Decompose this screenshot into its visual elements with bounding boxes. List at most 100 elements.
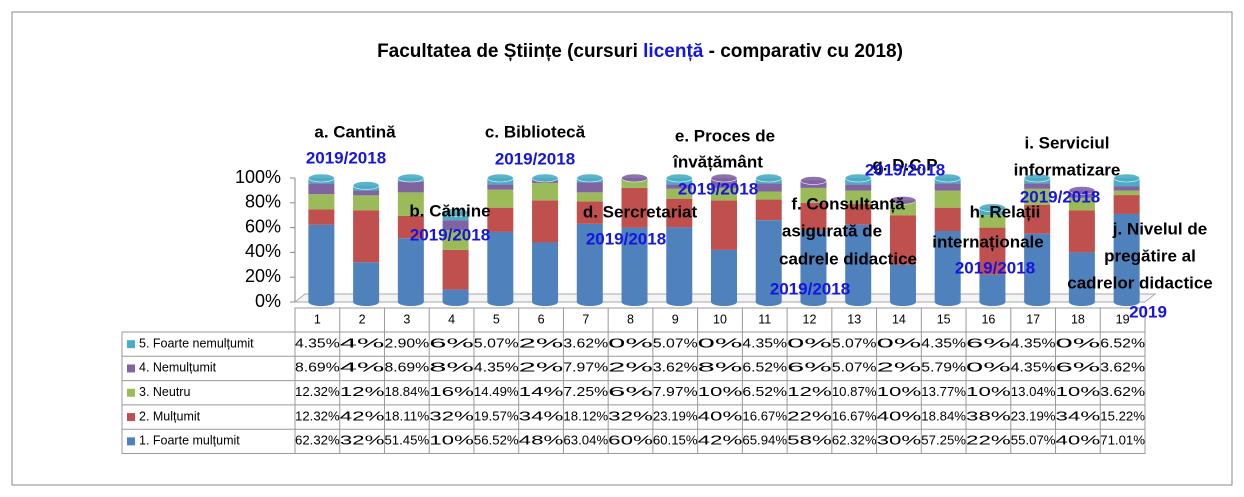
data-label: 56.52%: [474, 434, 519, 448]
data-label: 32%: [340, 434, 385, 448]
bar-base: [487, 298, 514, 306]
legend-swatch: [127, 437, 135, 446]
data-label: 12%: [787, 385, 832, 399]
data-label: 6.52%: [742, 361, 787, 375]
annotation: c. Bibliotecă: [485, 122, 586, 141]
bar-segment: [845, 190, 872, 205]
bar-segment: [800, 187, 827, 203]
data-label: 14%: [519, 385, 564, 399]
bar-segment: [532, 242, 559, 302]
annotation: b. Cămine: [409, 201, 490, 220]
x-tick-label: 2: [359, 312, 366, 326]
x-tick-label: 4: [448, 312, 455, 326]
chart-title: Facultatea de Științe (cursuri licență -…: [377, 41, 903, 62]
data-label: 6.52%: [1100, 336, 1145, 350]
bar-segment: [755, 220, 782, 302]
data-label: 5.07%: [832, 336, 877, 350]
data-label: 10%: [429, 434, 474, 448]
data-label: 32%: [608, 409, 653, 423]
data-label: 6%: [429, 336, 474, 350]
data-label: 8.69%: [295, 361, 340, 375]
annotation: d. Sercretariat: [583, 202, 698, 221]
bar-segment: [1024, 188, 1051, 205]
x-tick-label: 18: [1071, 312, 1085, 326]
data-label: 2%: [608, 361, 653, 375]
bar-segment: [353, 190, 380, 196]
bar-segment: [889, 264, 916, 302]
data-label: 5.07%: [474, 336, 519, 350]
bar-segment: [711, 200, 737, 250]
bar-segment: [576, 201, 603, 224]
data-label: 57.25%: [921, 434, 966, 448]
data-label: 5.79%: [921, 361, 966, 375]
bar-segment: [934, 231, 961, 302]
bar-segment: [621, 187, 648, 228]
annotation: cadrelor didactice: [1067, 273, 1213, 292]
data-label: 8%: [698, 361, 743, 375]
annotation: pregătire al: [1104, 246, 1196, 265]
bar-base: [1024, 298, 1051, 306]
x-tick-label: 8: [627, 312, 634, 326]
data-label: 38%: [966, 409, 1011, 423]
data-label: 14.49%: [474, 385, 519, 399]
bar-segment: [487, 207, 514, 232]
data-label: 10%: [966, 385, 1011, 399]
bar-top: [487, 173, 514, 183]
y-tick-label: 20%: [245, 266, 281, 286]
data-label: 4%: [340, 336, 385, 350]
bar-top: [889, 196, 917, 205]
bar-segment: [934, 207, 961, 232]
annotation-period: 2019/2018: [410, 225, 490, 244]
bar-segment: [1113, 213, 1140, 302]
x-tick-label: 3: [403, 312, 410, 326]
bar-segment: [532, 200, 559, 243]
data-label: 51.45%: [384, 434, 429, 448]
bar-segment: [755, 183, 782, 192]
bar-top: [352, 181, 380, 190]
bar-segment: [487, 231, 514, 302]
x-tick-label: 10: [713, 312, 727, 326]
bar-base: [308, 298, 335, 306]
bar-segment: [1068, 197, 1095, 211]
data-label: 18.11%: [384, 409, 429, 423]
annotation: i. Serviciul: [1024, 133, 1109, 152]
bar-base: [755, 298, 782, 306]
bar-segment: [397, 215, 424, 239]
data-label: 4.35%: [295, 336, 340, 350]
data-label: 10.87%: [832, 385, 877, 399]
legend-label: 1. Foarte mulțumit: [139, 434, 240, 448]
legend-swatch: [127, 413, 135, 422]
bar-segment: [487, 184, 514, 190]
bar-segment: [353, 210, 380, 263]
bar-segment: [666, 188, 693, 199]
bar-segment: [711, 178, 737, 188]
data-label: 6%: [608, 385, 653, 399]
annotation: învățământ: [672, 152, 763, 171]
bar-top: [800, 176, 827, 185]
data-label: 2.90%: [384, 336, 429, 350]
bar-top: [844, 173, 872, 183]
data-label: 7.97%: [563, 361, 608, 375]
data-label: 8%: [429, 361, 474, 375]
bar-top: [1023, 173, 1051, 183]
data-label: 4%: [340, 361, 385, 375]
annotation: g. D.C.P: [872, 155, 937, 174]
bar-top: [755, 173, 783, 183]
bar-segment: [845, 224, 872, 302]
data-label: 60%: [608, 434, 653, 448]
data-label: 0%: [608, 336, 653, 350]
data-label: 4.35%: [742, 336, 787, 350]
data-label: 6%: [787, 361, 832, 375]
y-tick-label: 80%: [245, 192, 281, 212]
data-label: 7.97%: [653, 385, 698, 399]
data-label: 10%: [1056, 385, 1101, 399]
data-label: 7.25%: [563, 385, 608, 399]
bar-top: [576, 173, 604, 183]
bar-segment: [308, 224, 335, 302]
data-label: 16.67%: [742, 409, 787, 423]
bar-segment: [934, 183, 961, 191]
data-label: 5.07%: [832, 361, 877, 375]
bar-segment: [397, 181, 424, 193]
bar-base: [800, 298, 827, 306]
annotation: f. Consultanță: [791, 194, 905, 213]
